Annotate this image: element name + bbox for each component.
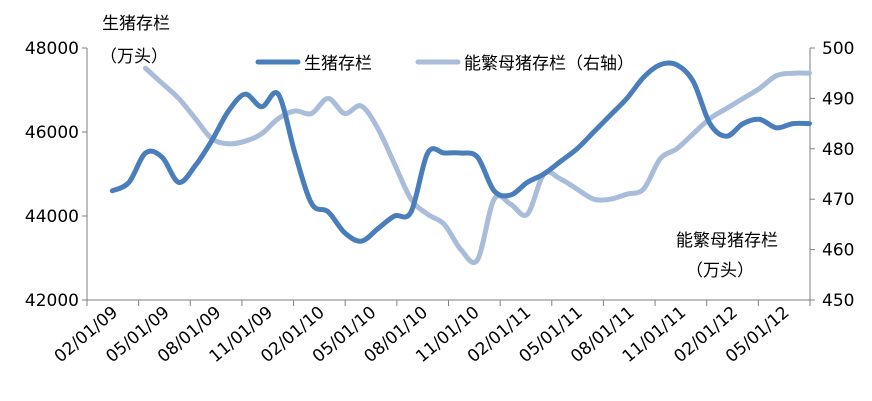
right-tick-label: 490 <box>822 89 854 109</box>
legend-layer: 生猪存栏 能繁母猪存栏（右轴） <box>255 54 634 74</box>
series-layer <box>109 60 812 265</box>
sow-inventory-line <box>143 65 812 265</box>
right-tick-label: 450 <box>822 291 854 311</box>
right-tick-label: 480 <box>822 140 854 160</box>
left-tick-label: 46000 <box>25 123 79 143</box>
axes-layer: 4200044000460004800045046047048049050002… <box>25 39 855 367</box>
right-tick-label: 500 <box>822 39 854 59</box>
left-tick-label: 42000 <box>25 291 79 311</box>
left-tick-label: 44000 <box>25 207 79 227</box>
right-tick-label: 460 <box>822 241 854 261</box>
legend-label-hog: 生猪存栏 <box>304 54 372 74</box>
right-tick-label: 470 <box>822 190 854 210</box>
legend-label-sow: 能繁母猪存栏（右轴） <box>464 54 634 74</box>
right-axis-title-line2: （万头） <box>686 261 754 281</box>
left-tick-label: 48000 <box>25 39 79 59</box>
left-axis-title-line1: 生猪存栏 <box>102 14 170 34</box>
hog-inventory-line <box>109 60 812 244</box>
right-axis-title-line1: 能繁母猪存栏 <box>676 231 778 251</box>
left-axis-title-line2: （万头） <box>100 47 168 67</box>
